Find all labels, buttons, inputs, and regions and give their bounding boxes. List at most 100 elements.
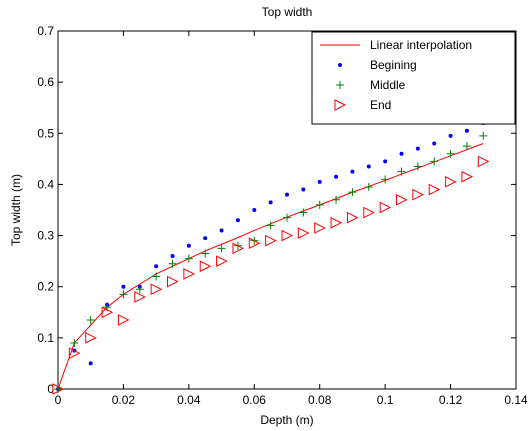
data-point — [383, 159, 388, 164]
data-point — [52, 383, 65, 395]
data-point — [217, 244, 226, 253]
data-point — [186, 243, 191, 248]
data-point — [68, 347, 81, 360]
data-point — [301, 187, 306, 192]
data-point — [150, 283, 163, 296]
data-point — [446, 149, 455, 158]
data-point — [235, 218, 240, 223]
data-point — [462, 142, 471, 151]
x-tick-label: 0.06 — [243, 393, 267, 407]
legend-label: Begining — [370, 58, 417, 72]
y-axis: 0 0.1 0.2 0.3 0.4 0.5 0.6 0.7 — [37, 24, 516, 396]
legend-label: Linear interpolation — [370, 38, 472, 52]
data-point — [86, 315, 95, 324]
data-point — [248, 237, 261, 250]
data-point — [170, 254, 175, 259]
data-point — [199, 260, 212, 273]
legend-swatch — [338, 63, 342, 67]
data-point — [379, 201, 392, 214]
data-point — [415, 146, 420, 151]
data-point — [412, 188, 424, 201]
x-axis-label: Depth (m) — [260, 413, 313, 427]
data-point — [219, 228, 224, 233]
x-tick-label: 0.04 — [177, 393, 201, 407]
data-point — [101, 306, 114, 319]
y-tick-label: 0.6 — [37, 75, 54, 89]
data-point — [201, 249, 210, 258]
data-point — [314, 222, 326, 234]
data-point — [266, 221, 275, 230]
data-point — [334, 174, 339, 179]
y-tick-label: 0.4 — [37, 177, 54, 191]
data-point — [364, 182, 373, 191]
data-point — [479, 131, 488, 140]
data-point — [167, 275, 179, 288]
data-point — [332, 195, 341, 204]
data-point — [152, 272, 161, 281]
x-tick-label: 0.14 — [504, 393, 528, 407]
y-tick-label: 0.1 — [37, 331, 54, 345]
data-point — [268, 200, 273, 205]
data-point — [397, 167, 406, 176]
legend-swatch — [336, 81, 344, 89]
data-point — [281, 229, 294, 242]
data-point — [399, 151, 404, 156]
data-point — [348, 188, 357, 197]
x-tick-label: 0.02 — [112, 393, 136, 407]
chart-title: Top width — [262, 5, 313, 19]
x-tick-label: 0.1 — [377, 393, 394, 407]
y-tick-label: 0 — [47, 382, 54, 396]
data-point — [168, 259, 177, 268]
data-point — [252, 208, 257, 212]
data-point — [396, 193, 408, 206]
data-point — [285, 192, 289, 197]
data-point — [183, 268, 195, 280]
data-point — [203, 236, 208, 241]
data-point — [70, 338, 79, 347]
data-point — [430, 157, 439, 166]
data-point — [135, 285, 144, 294]
data-point — [346, 211, 359, 224]
data-point — [330, 216, 343, 229]
data-point — [448, 133, 453, 138]
x-tick-label: 0 — [55, 393, 62, 407]
x-tick-label: 0.12 — [439, 393, 463, 407]
data-point — [117, 314, 130, 326]
data-point — [464, 128, 469, 133]
data-point — [445, 176, 457, 188]
y-tick-label: 0.5 — [37, 126, 54, 140]
legend-swatch — [334, 99, 347, 111]
data-point — [432, 141, 437, 146]
data-point — [134, 291, 146, 303]
y-tick-label: 0.2 — [37, 280, 54, 294]
data-point — [232, 242, 245, 255]
data-point — [88, 361, 93, 366]
data-point — [477, 155, 490, 168]
data-point — [184, 254, 193, 263]
y-tick-label: 0.7 — [37, 24, 54, 38]
data-point — [317, 179, 322, 184]
legend: Linear interpolation Begining Middle End — [311, 31, 516, 125]
data-point — [299, 208, 308, 217]
series-1 — [56, 121, 486, 391]
series-3 — [52, 155, 490, 395]
series-layer — [52, 121, 490, 395]
data-point — [428, 183, 441, 196]
data-point — [85, 332, 97, 344]
data-point — [350, 169, 355, 174]
data-point — [315, 200, 324, 209]
data-point — [381, 175, 390, 184]
x-tick-label: 0.08 — [308, 393, 332, 407]
y-axis-label: Top width (m) — [9, 174, 23, 246]
data-point — [154, 264, 159, 269]
data-point — [297, 227, 310, 239]
data-point — [366, 164, 371, 169]
y-tick-label: 0.3 — [37, 229, 54, 243]
data-point — [461, 170, 474, 183]
legend-label: End — [370, 98, 391, 112]
legend-box — [311, 31, 516, 125]
series-2 — [54, 131, 488, 393]
data-point — [121, 284, 126, 289]
data-point — [363, 206, 375, 219]
